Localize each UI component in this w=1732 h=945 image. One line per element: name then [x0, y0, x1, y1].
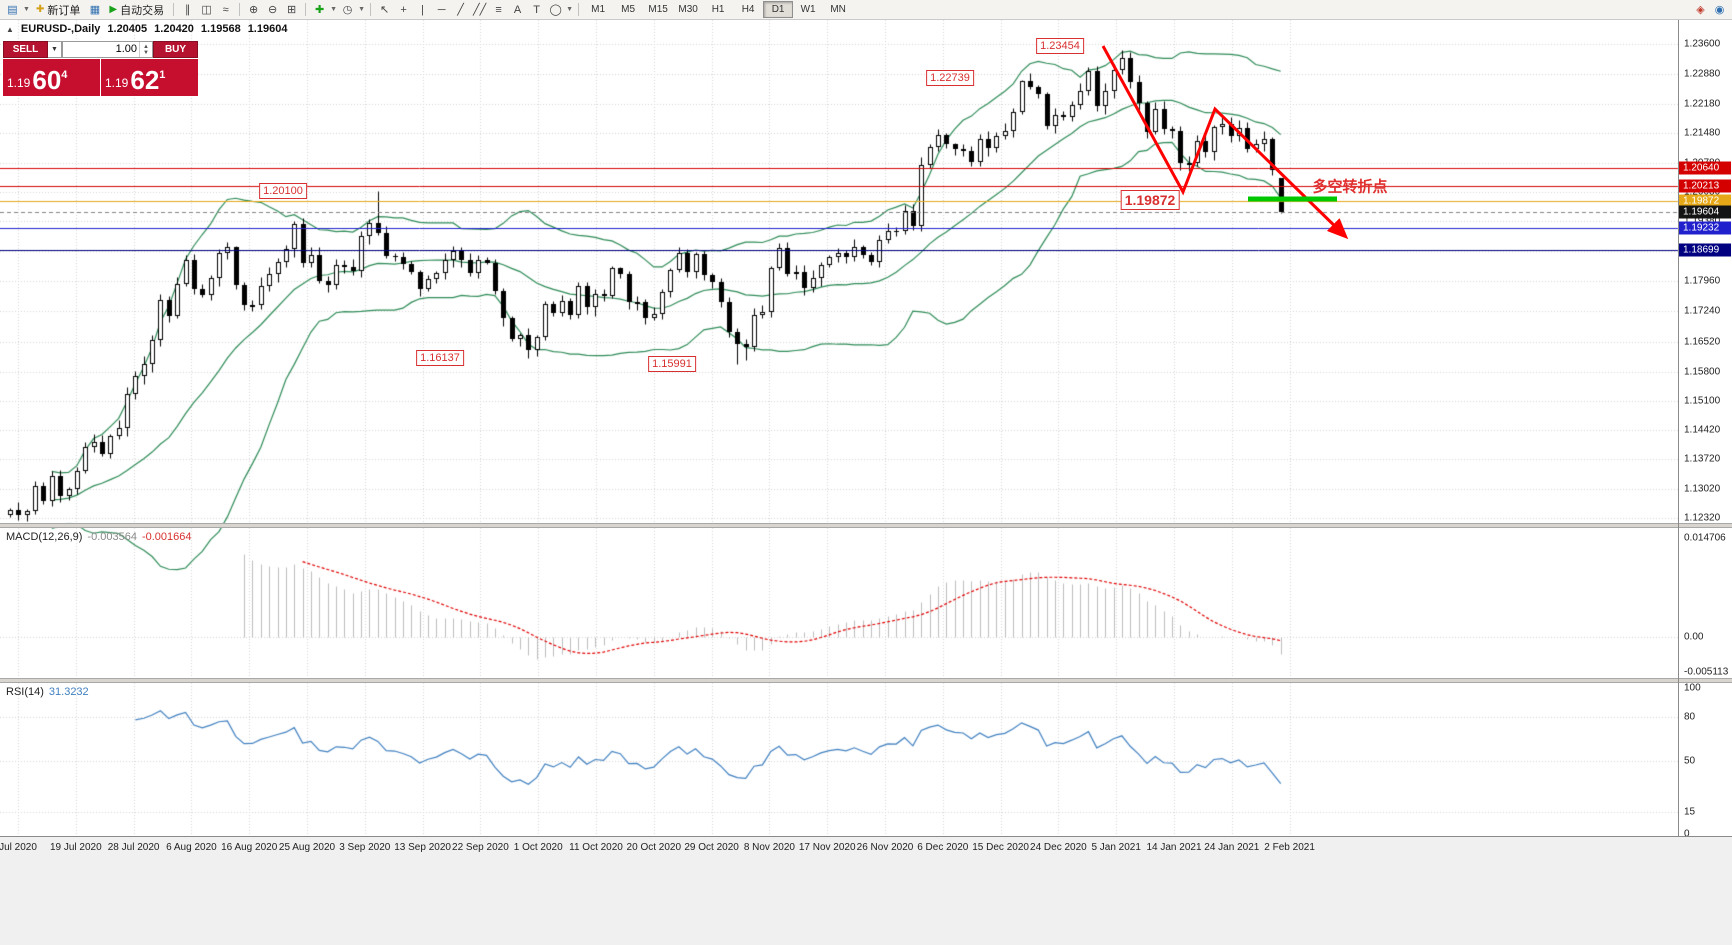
sell-price-head: 1.19: [7, 76, 31, 90]
date-axis-label: 25 Aug 2020: [278, 842, 336, 853]
sell-price-panel[interactable]: 1.19 60 4: [3, 59, 100, 96]
price-tick-label: 1.16520: [1684, 336, 1721, 347]
price-tick-label: 1.12320: [1684, 512, 1721, 524]
price-annotation[interactable]: 1.20100: [259, 183, 307, 199]
lot-stepper[interactable]: ▲ ▼: [139, 42, 152, 57]
price-tick-label: 1.15800: [1684, 366, 1721, 378]
ohlc-open: 1.20405: [107, 23, 148, 35]
price-tick-label: 1.13720: [1684, 453, 1721, 465]
macd-title: MACD(12,26,9): [6, 531, 83, 543]
macd-scale-label: -0.005113: [1684, 666, 1729, 678]
price-level-badge: 1.19232: [1679, 221, 1731, 235]
date-axis-label: 24 Dec 2020: [1030, 842, 1087, 853]
rsi-scale-label: 100: [1684, 682, 1701, 694]
date-axis-label: 15 Dec 2020: [972, 842, 1029, 853]
date-axis-label: 16 Aug 2020: [221, 842, 278, 853]
ohlc-close: 1.19604: [247, 23, 288, 35]
price-tick-label: 1.17960: [1684, 275, 1721, 287]
rsi-scale-label: 80: [1684, 711, 1696, 723]
rsi-title: RSI(14): [6, 686, 44, 698]
date-axis-label: 6 Dec 2020: [917, 842, 969, 853]
sell-options-caret-icon[interactable]: ▼: [48, 41, 62, 58]
price-tick-label: 1.14420: [1684, 424, 1721, 436]
buy-price-big: 62: [130, 65, 160, 95]
date-axis-label: 14 Jan 2021: [1146, 842, 1202, 853]
price-tick-label: 1.17240: [1684, 305, 1721, 317]
date-axis-label: 11 Oct 2020: [569, 842, 623, 853]
lot-size-value[interactable]: 1.00: [115, 43, 137, 55]
note-text[interactable]: 多空转折点: [1312, 178, 1388, 196]
one-click-trading-panel: SELL ▼ 1.00 ▲ ▼ BUY 1.19 60 4 1.19 62 1: [3, 41, 198, 96]
panel-separator-rsi[interactable]: [0, 678, 1732, 683]
price-tick-label: 1.13020: [1684, 483, 1721, 495]
price-axis-divider: [1678, 20, 1679, 836]
price-tick-label: 1.15100: [1684, 395, 1721, 407]
price-annotation[interactable]: 1.22739: [926, 70, 974, 86]
price-level-badge: 1.20640: [1679, 161, 1731, 175]
sell-price-pip: 4: [61, 69, 68, 81]
lot-up-icon[interactable]: ▲: [143, 43, 149, 50]
rsi-scale-label: 50: [1684, 755, 1696, 767]
rsi-scale-label: 0: [1684, 828, 1690, 840]
lot-down-icon[interactable]: ▼: [143, 49, 149, 56]
date-axis-label: 13 Sep 2020: [394, 842, 451, 853]
date-axis-label: 3 Sep 2020: [339, 842, 391, 853]
date-axis-label: 19 Jul 2020: [49, 842, 102, 853]
date-axis-label: 22 Sep 2020: [452, 842, 509, 853]
date-axis-label: 28 Jul 2020: [107, 842, 160, 853]
date-axis-label: Jul 2020: [0, 842, 37, 853]
date-axis-label: 2 Feb 2021: [1264, 842, 1315, 853]
price-level-badge: 1.18699: [1679, 243, 1731, 257]
current-price-badge: 1.19604: [1679, 205, 1731, 219]
rsi-scale-label: 15: [1684, 806, 1696, 818]
collapse-arrow-icon[interactable]: ▲: [6, 24, 14, 34]
price-level-badge: 1.20213: [1679, 179, 1731, 193]
date-axis-label: 20 Oct 2020: [626, 842, 682, 853]
macd-value-main: -0.003564: [87, 531, 137, 543]
buy-price-panel[interactable]: 1.19 62 1: [101, 59, 198, 96]
date-axis-label: 29 Oct 2020: [684, 842, 739, 853]
sell-button[interactable]: SELL: [3, 41, 48, 58]
rsi-indicator-label: RSI(14) 31.3232: [6, 686, 89, 698]
price-tick-label: 1.21480: [1684, 127, 1721, 139]
date-axis-label: 8 Nov 2020: [743, 842, 795, 853]
macd-indicator-label: MACD(12,26,9) -0.003564 -0.001664: [6, 531, 192, 543]
date-axis-label: 26 Nov 2020: [856, 842, 914, 853]
sell-price-big: 60: [32, 65, 62, 95]
panel-separator-macd[interactable]: [0, 523, 1732, 528]
price-tick-label: 1.22880: [1684, 68, 1721, 80]
macd-scale-label: 0.00: [1684, 631, 1704, 643]
price-annotation[interactable]: 1.16137: [416, 350, 464, 366]
price-tick-label: 1.22180: [1684, 98, 1721, 110]
lot-size-field[interactable]: 1.00 ▲ ▼: [62, 41, 153, 58]
date-axis-label: 5 Jan 2021: [1091, 842, 1141, 853]
ohlc-readout: ▲ EURUSD-,Daily 1.20405 1.20420 1.19568 …: [6, 23, 287, 35]
buy-price-head: 1.19: [105, 76, 129, 90]
buy-price-pip: 1: [159, 69, 166, 81]
macd-value-signal: -0.001664: [141, 531, 192, 543]
date-axis: Jul 2020 19 Jul 2020 28 Jul 2020 6 Aug 2020…: [0, 836, 1732, 859]
date-axis-label: 1 Oct 2020: [513, 842, 563, 853]
bottom-filler: [0, 859, 1732, 945]
date-axis-label: 17 Nov 2020: [798, 842, 856, 853]
ohlc-low: 1.19568: [200, 23, 241, 35]
chart-symbol-period: EURUSD-,Daily: [20, 23, 101, 35]
macd-scale-label: 0.014706: [1684, 532, 1726, 544]
date-axis-label: 6 Aug 2020: [166, 842, 217, 853]
price-tick-label: 1.23600: [1684, 38, 1721, 50]
date-axis-label: 24 Jan 2021: [1204, 842, 1260, 853]
price-annotation[interactable]: 1.23454: [1036, 38, 1084, 54]
price-annotation[interactable]: 1.15991: [648, 356, 696, 372]
buy-button[interactable]: BUY: [153, 41, 198, 58]
rsi-value: 31.3232: [48, 686, 89, 698]
ohlc-high: 1.20420: [154, 23, 194, 35]
price-annotation[interactable]: 1.19872: [1120, 190, 1180, 210]
price-level-badge: 1.19872: [1679, 194, 1731, 208]
